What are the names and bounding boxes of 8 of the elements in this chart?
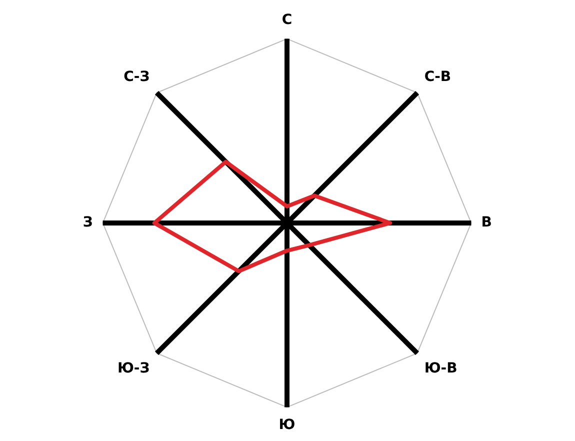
spoke-label: В — [481, 214, 492, 231]
spoke-label: С — [282, 12, 292, 28]
spoke-label: Ю-З — [117, 360, 150, 376]
spoke-label: З — [82, 214, 93, 231]
spoke-label: С-В — [424, 68, 452, 85]
spoke-label: Ю — [278, 417, 296, 434]
spoke-label: Ю-В — [424, 360, 458, 376]
spoke-label: С-З — [124, 68, 150, 85]
